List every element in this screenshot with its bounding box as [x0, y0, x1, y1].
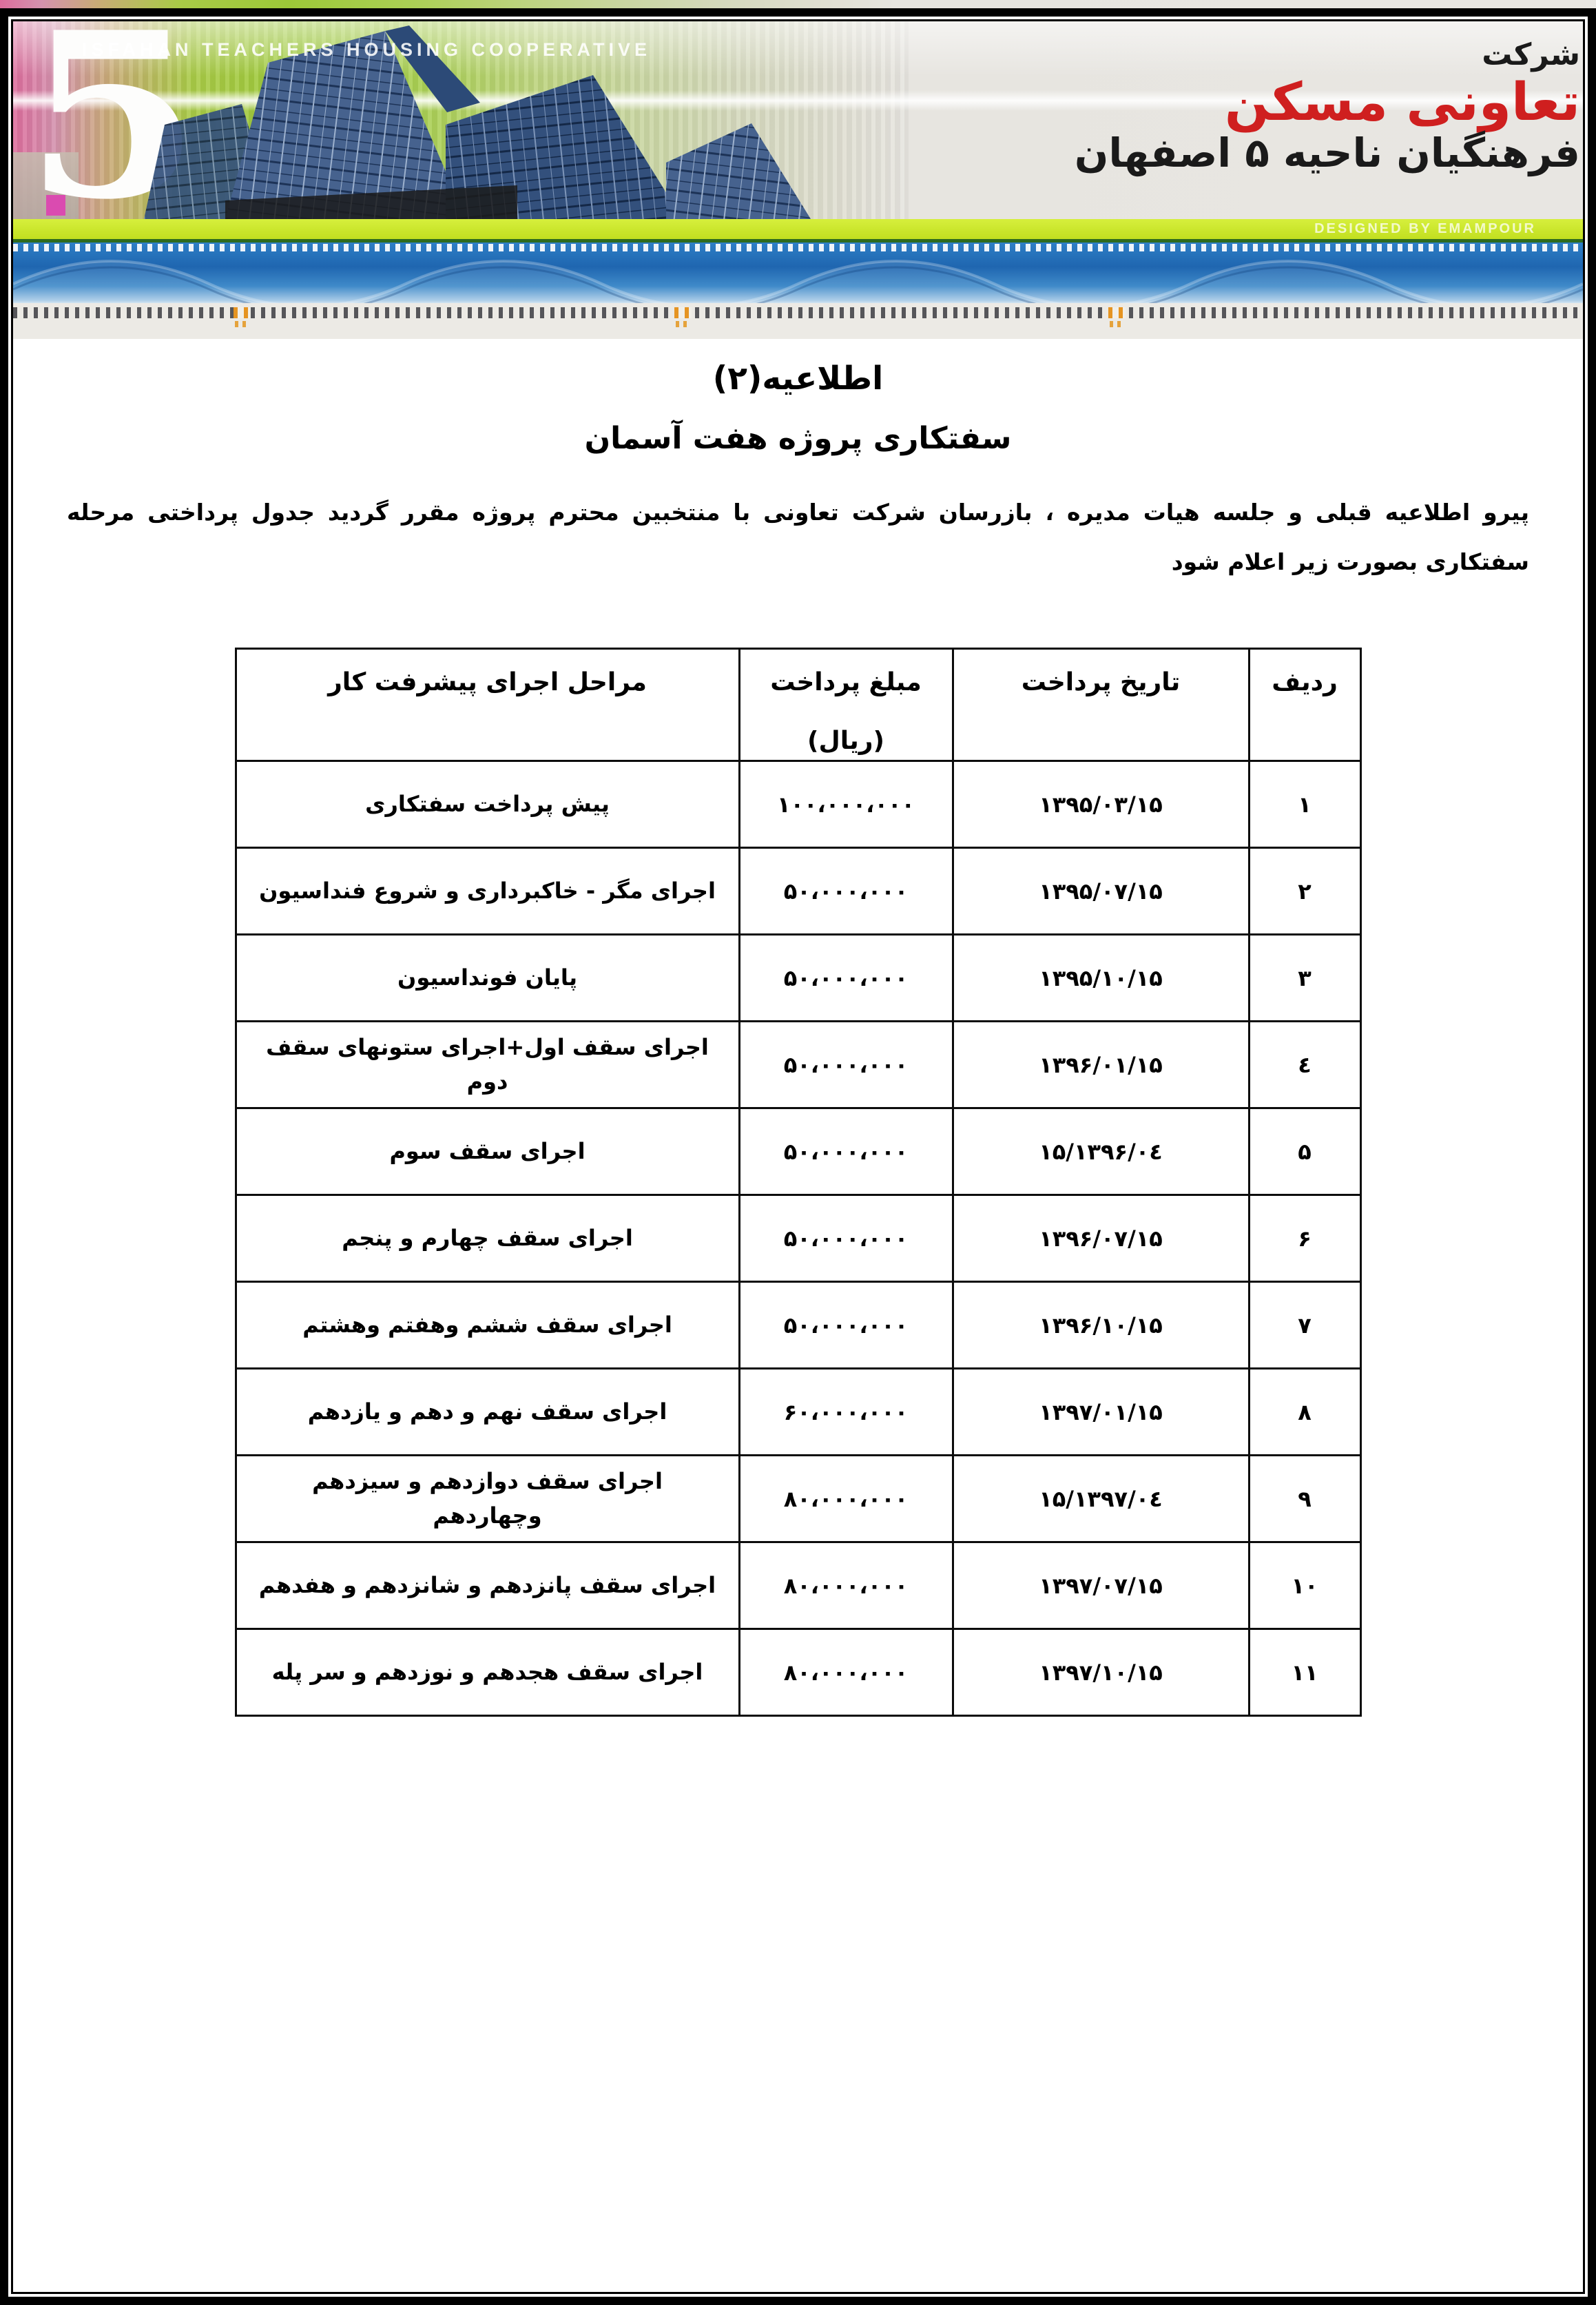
- table-row: ۳ ۱۳۹۵/۱۰/۱۵ ۵۰،۰۰۰،۰۰۰ پایان فونداسیون: [234, 933, 1362, 1022]
- banner-magenta-chip: [46, 195, 65, 216]
- brand-block: شرکت تعاونی مسکن فرهنگیان ناحیه ۵ اصفهان: [916, 37, 1580, 177]
- payment-date-cell: ۱۳۹۵/۰۳/۱۵: [951, 760, 1250, 849]
- stage-cell: اجرای سقف هجدهم و نوزدهم و سر پله: [234, 1628, 740, 1717]
- stage-cell: اجرای سقف اول+اجرای ستونهای سقف دوم: [234, 1020, 740, 1109]
- table-header-row: ردیف تاریخ پرداخت مبلغ پرداخت (ریال) مرا…: [234, 648, 1362, 762]
- payment-date-cell: ۱۳۹۵/۰۷/۱۵: [951, 847, 1250, 936]
- table-row: ۹ ۱۳۹۷/۰٤/۱۵ ۸۰،۰۰۰،۰۰۰ اجرای سقف دوازده…: [234, 1454, 1362, 1543]
- brand-line1: شرکت: [1482, 37, 1580, 72]
- payment-amount-cell: ۵۰،۰۰۰،۰۰۰: [738, 1281, 954, 1369]
- film-dash-row: [13, 307, 1583, 318]
- payment-date-cell: ۱۳۹۶/۰٤/۱۵: [951, 1107, 1250, 1196]
- row-number-cell: ۸: [1247, 1367, 1362, 1456]
- table-row: ۸ ۱۳۹۷/۰۱/۱۵ ۶۰،۰۰۰،۰۰۰ اجرای سقف نهم و …: [234, 1367, 1362, 1456]
- header-payment-amount: مبلغ پرداخت (ریال): [738, 648, 954, 762]
- payment-amount-cell: ۸۰،۰۰۰،۰۰۰: [738, 1628, 954, 1717]
- payment-amount-cell: ۵۰،۰۰۰،۰۰۰: [738, 1194, 954, 1283]
- header-banner: 5: [13, 21, 1583, 219]
- payment-amount-cell: ۵۰،۰۰۰،۰۰۰: [738, 1107, 954, 1196]
- row-number-cell: ۶: [1247, 1194, 1362, 1283]
- film-strip-row: [13, 303, 1583, 339]
- banner-concrete-patch: [13, 152, 79, 219]
- row-number-cell: ۱۰: [1247, 1541, 1362, 1630]
- payment-date-cell: ۱۳۹۷/۰۷/۱۵: [951, 1541, 1250, 1630]
- payment-amount-cell: ۵۰،۰۰۰،۰۰۰: [738, 847, 954, 936]
- payment-amount-cell: ۸۰،۰۰۰،۰۰۰: [738, 1541, 954, 1630]
- row-number-cell: ۷: [1247, 1281, 1362, 1369]
- stage-cell: اجرای سقف پانزدهم و شانزدهم و هفدهم: [234, 1541, 740, 1630]
- brand-line3: فرهنگیان ناحیه ۵ اصفهان: [1074, 130, 1580, 177]
- banner-english-title: ISFAHAN TEACHERS HOUSING COOPERATIVE: [82, 39, 652, 60]
- table-row: ۱۰ ۱۳۹۷/۰۷/۱۵ ۸۰،۰۰۰،۰۰۰ اجرای سقف پانزد…: [234, 1541, 1362, 1630]
- payment-date-cell: ۱۳۹۶/۰۷/۱۵: [951, 1194, 1250, 1283]
- stage-cell: اجرای مگر - خاکبرداری و شروع فنداسیون: [234, 847, 740, 936]
- table-row: ۱ ۱۳۹۵/۰۳/۱۵ ۱۰۰،۰۰۰،۰۰۰ پیش پرداخت سفتک…: [234, 760, 1362, 849]
- row-number-cell: ۱: [1247, 760, 1362, 849]
- row-number-cell: ٤: [1247, 1020, 1362, 1109]
- header-amount-line1: مبلغ پرداخت: [770, 668, 922, 696]
- payment-date-cell: ۱۳۹۶/۰۱/۱۵: [951, 1020, 1250, 1109]
- page-frame: 5: [0, 8, 1596, 2305]
- stage-cell: اجرای سقف سوم: [234, 1107, 740, 1196]
- blue-wave-band: [13, 242, 1583, 303]
- payment-date-cell: ۱۳۹۶/۱۰/۱۵: [951, 1281, 1250, 1369]
- stage-cell: اجرای سقف ششم وهفتم وهشتم: [234, 1281, 740, 1369]
- row-number-cell: ۹: [1247, 1454, 1362, 1543]
- stage-cell: اجرای سقف نهم و دهم و یازدهم: [234, 1367, 740, 1456]
- table-body: ۱ ۱۳۹۵/۰۳/۱۵ ۱۰۰،۰۰۰،۰۰۰ پیش پرداخت سفتک…: [234, 760, 1362, 1717]
- payment-amount-cell: ۵۰،۰۰۰،۰۰۰: [738, 933, 954, 1022]
- table-row: ۵ ۱۳۹۶/۰٤/۱۵ ۵۰،۰۰۰،۰۰۰ اجرای سقف سوم: [234, 1107, 1362, 1196]
- white-dash-row: [13, 244, 1583, 251]
- header-amount-line2: (ریال): [807, 727, 884, 756]
- header-payment-date: تاریخ پرداخت: [951, 648, 1250, 762]
- page-inner: 5: [11, 19, 1585, 2294]
- orange-marker: [1108, 307, 1126, 327]
- stage-cell: اجرای سقف دوازدهم و سیزدهم وچهاردهم: [234, 1454, 740, 1543]
- stage-cell: پیش پرداخت سفتکاری: [234, 760, 740, 849]
- orange-marker: [234, 307, 251, 327]
- table-row: ٤ ۱۳۹۶/۰۱/۱۵ ۵۰،۰۰۰،۰۰۰ اجرای سقف اول+اج…: [234, 1020, 1362, 1109]
- row-number-cell: ۳: [1247, 933, 1362, 1022]
- orange-marker: [674, 307, 692, 327]
- row-number-cell: ۱۱: [1247, 1628, 1362, 1717]
- header-stage: مراحل اجرای پیشرفت کار: [234, 648, 740, 762]
- row-number-cell: ۵: [1247, 1107, 1362, 1196]
- header-row-number: ردیف: [1247, 648, 1362, 762]
- payment-amount-cell: ۵۰،۰۰۰،۰۰۰: [738, 1020, 954, 1109]
- payment-date-cell: ۱۳۹۷/۰۱/۱۵: [951, 1367, 1250, 1456]
- payment-amount-cell: ۶۰،۰۰۰،۰۰۰: [738, 1367, 954, 1456]
- banner-top-bleed: [0, 0, 1596, 8]
- announcement-paragraph: پیرو اطلاعیه قبلی و جلسه هیات مدیره ، با…: [67, 499, 1529, 575]
- stage-cell: پایان فونداسیون: [234, 933, 740, 1022]
- green-strip: DESIGNED BY EMAMPOUR: [13, 219, 1583, 242]
- row-number-cell: ۲: [1247, 847, 1362, 936]
- designed-by-text: DESIGNED BY EMAMPOUR: [1314, 221, 1536, 236]
- payment-amount-cell: ۱۰۰،۰۰۰،۰۰۰: [738, 760, 954, 849]
- payment-date-cell: ۱۳۹۷/۱۰/۱۵: [951, 1628, 1250, 1717]
- wave-pattern: [13, 260, 1583, 303]
- payment-date-cell: ۱۳۹۷/۰٤/۱۵: [951, 1454, 1250, 1543]
- announcement-title: اطلاعیه(۲): [712, 360, 884, 397]
- payment-amount-cell: ۸۰،۰۰۰،۰۰۰: [738, 1454, 954, 1543]
- announcement-subtitle: سفتکاری پروژه هفت آسمان: [584, 421, 1012, 456]
- stage-cell: اجرای سقف چهارم و پنجم: [234, 1194, 740, 1283]
- buildings-illustration: [144, 25, 811, 219]
- table-row: ۱۱ ۱۳۹۷/۱۰/۱۵ ۸۰،۰۰۰،۰۰۰ اجرای سقف هجدهم…: [234, 1628, 1362, 1717]
- payment-date-cell: ۱۳۹۵/۱۰/۱۵: [951, 933, 1250, 1022]
- table-row: ۶ ۱۳۹۶/۰۷/۱۵ ۵۰،۰۰۰،۰۰۰ اجرای سقف چهارم …: [234, 1194, 1362, 1283]
- document-body: اطلاعیه(۲) سفتکاری پروژه هفت آسمان پیرو …: [13, 339, 1583, 1717]
- table-row: ۲ ۱۳۹۵/۰۷/۱۵ ۵۰،۰۰۰،۰۰۰ اجرای مگر - خاکب…: [234, 847, 1362, 936]
- brand-line2: تعاونی مسکن: [1224, 70, 1580, 132]
- payment-schedule-table: ردیف تاریخ پرداخت مبلغ پرداخت (ریال) مرا…: [234, 648, 1362, 1717]
- table-row: ۷ ۱۳۹۶/۱۰/۱۵ ۵۰،۰۰۰،۰۰۰ اجرای سقف ششم وه…: [234, 1281, 1362, 1369]
